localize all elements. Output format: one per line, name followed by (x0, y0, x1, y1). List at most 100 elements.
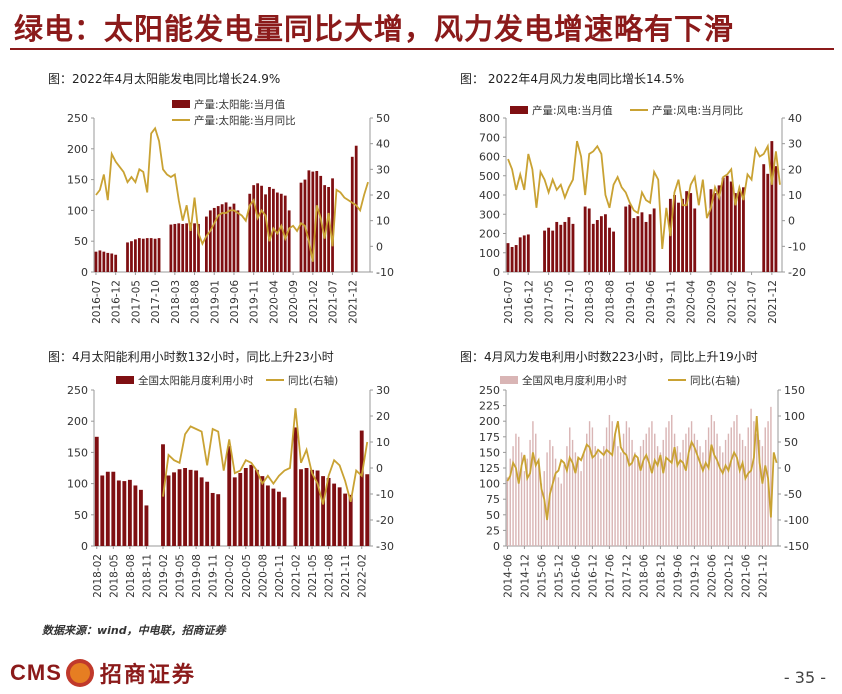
left-tick-label: 400 (479, 189, 500, 202)
bar (736, 414, 738, 546)
bar (523, 471, 526, 546)
right-tick-label: 0 (376, 462, 383, 475)
bar (676, 446, 679, 546)
bar (307, 170, 311, 272)
right-tick-label: 10 (788, 189, 802, 202)
left-tick-label: 75 (486, 493, 500, 506)
legend-bar-swatch (500, 376, 518, 384)
right-tick-label: 30 (376, 384, 390, 397)
bar (762, 164, 766, 272)
bar (304, 468, 309, 546)
bar (659, 452, 662, 546)
x-tick-label: 2021-05 (307, 554, 319, 598)
x-tick-label: 2020-05 (241, 554, 253, 598)
bar (268, 186, 271, 272)
bar (690, 421, 693, 546)
bar (673, 433, 676, 546)
bar (702, 452, 704, 546)
left-tick-label: 200 (479, 228, 500, 241)
bar (208, 210, 212, 272)
bar (145, 238, 149, 272)
bar (282, 497, 287, 546)
x-tick-label: 2015-12 (553, 554, 565, 598)
bar (252, 185, 256, 272)
bar (256, 183, 260, 272)
bar (100, 475, 105, 546)
left-tick-label: 175 (479, 431, 500, 444)
x-tick-label: 2019-01 (625, 280, 637, 324)
bar (122, 481, 127, 546)
bar (625, 421, 628, 546)
bar (577, 458, 579, 546)
bar (761, 446, 764, 546)
x-tick-label: 2020-06 (706, 554, 718, 598)
x-tick-label: 2019-06 (645, 280, 657, 324)
bar (583, 452, 585, 546)
bar (766, 173, 770, 272)
bar (532, 421, 534, 546)
left-tick-label: 100 (479, 247, 500, 260)
right-tick-label: 40 (376, 138, 390, 151)
bar (216, 206, 220, 272)
bar (232, 477, 237, 546)
bar (193, 223, 196, 272)
x-tick-label: 2017-05 (130, 280, 142, 324)
bar (733, 421, 735, 546)
bar (310, 469, 314, 546)
x-tick-label: 2021-11 (340, 554, 352, 598)
x-tick-label: 2018-08 (190, 280, 202, 324)
x-tick-label: 2018-11 (141, 554, 153, 598)
bar (204, 216, 208, 272)
bar (144, 505, 149, 546)
bar (709, 189, 713, 272)
x-tick-label: 2021-07 (328, 280, 340, 324)
right-tick-label: 100 (784, 410, 805, 423)
x-tick-label: 2018-02 (92, 554, 104, 598)
bar (509, 458, 511, 546)
bar (713, 421, 715, 546)
chart-svg: 0 25 50 75 100 125 150 175 200 225 250 -150 -100 -50 0… (479, 374, 809, 598)
bar (543, 471, 545, 546)
right-tick-label: 20 (376, 189, 390, 202)
x-tick-label: 2017-12 (621, 554, 633, 598)
bar (729, 181, 733, 272)
x-tick-label: 2020-02 (224, 554, 236, 598)
x-tick-label: 2014-12 (519, 554, 531, 598)
bar (758, 439, 761, 546)
bar (605, 427, 608, 546)
legend-bar-label: 全国风电月度利用小时 (522, 374, 627, 387)
bar (116, 480, 121, 546)
bar (134, 239, 137, 272)
bar (518, 237, 522, 272)
bar (343, 493, 348, 546)
bar (271, 488, 276, 546)
bar (157, 238, 161, 272)
bar (591, 427, 594, 546)
bar (254, 469, 259, 546)
x-tick-label: 2016-12 (111, 280, 123, 324)
bar (679, 452, 681, 546)
bar (520, 452, 523, 546)
bar (707, 427, 710, 546)
bar (696, 439, 698, 546)
bar (321, 476, 326, 546)
x-tick-label: 2016-12 (587, 554, 599, 598)
bar (552, 446, 554, 546)
left-tick-label: 250 (479, 384, 500, 397)
bar (149, 238, 153, 272)
logo-badge-icon (65, 659, 94, 687)
bar (628, 204, 632, 272)
bar (522, 235, 526, 272)
bar (774, 166, 778, 272)
bar (228, 206, 232, 272)
bar (337, 487, 342, 546)
bar (133, 485, 138, 546)
bar (648, 214, 652, 272)
bar (673, 195, 676, 272)
bar (693, 208, 697, 272)
chart-title: 图：2022年4月太阳能发电同比增长24.9% (48, 72, 281, 86)
bar (722, 452, 724, 546)
x-tick-label: 2019-11 (208, 554, 220, 598)
bar (354, 145, 358, 272)
right-tick-label: 0 (784, 462, 791, 475)
